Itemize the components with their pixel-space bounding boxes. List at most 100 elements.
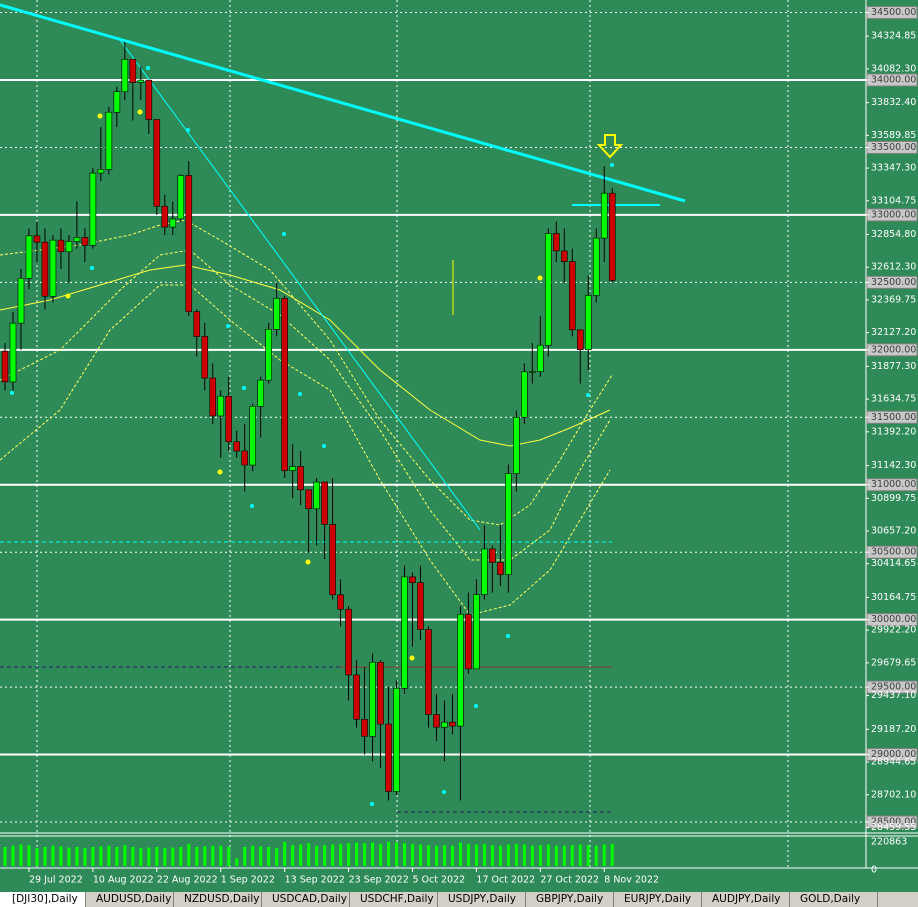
candle-body	[273, 298, 280, 330]
candle-body	[449, 721, 456, 727]
candle-body	[592, 237, 600, 296]
volume-bar	[3, 846, 7, 866]
y-tick-label: 32612.30	[871, 262, 916, 273]
volume-bar	[195, 846, 199, 866]
y-tick-label: 32500.00	[871, 277, 916, 288]
candle-body	[1, 350, 9, 383]
candle-body	[529, 371, 536, 373]
volume-bar	[514, 843, 518, 866]
candle-body	[337, 594, 344, 610]
chart-tab[interactable]: AUDJPY,Daily	[702, 892, 790, 907]
trend-line-thin	[119, 39, 481, 531]
volume-bar	[59, 846, 63, 866]
candle-body	[265, 329, 272, 381]
candle-body	[297, 466, 304, 491]
volume-bar	[395, 842, 399, 866]
y-tick-label: 30899.75	[871, 493, 916, 504]
chart-tab[interactable]: USDCHF,Daily	[350, 892, 438, 907]
volume-bar	[570, 845, 574, 866]
candle-body	[193, 311, 201, 337]
volume-bar	[11, 845, 15, 866]
volume-bar	[171, 847, 175, 866]
y-tick-label: 33500.00	[871, 142, 916, 153]
y-tick-label: 33832.40	[871, 97, 916, 108]
x-tick-label: 23 Sep 2022	[349, 875, 409, 886]
x-tick-label: 5 Oct 2022	[412, 875, 465, 886]
y-tick-label: 31142.30	[871, 460, 916, 471]
y-tick-label: 32127.20	[871, 327, 916, 338]
candle-body	[201, 336, 209, 379]
volume-bar	[163, 848, 167, 866]
volume-bar	[602, 844, 606, 866]
y-tick-label: 33347.30	[871, 163, 916, 174]
volume-bar	[387, 841, 391, 866]
volume-bar	[410, 843, 414, 866]
candle-body	[425, 629, 432, 715]
y-tick-label: 30414.65	[871, 558, 916, 569]
volume-bar	[219, 845, 223, 866]
candle-body	[121, 59, 129, 93]
candle-body	[137, 79, 145, 83]
x-tick-label: 29 Jul 2022	[29, 875, 83, 886]
volume-bar	[147, 847, 151, 866]
candle-body	[97, 169, 105, 174]
y-tick-label: 31500.00	[871, 412, 916, 423]
volume-bar	[562, 845, 566, 866]
candle-body	[377, 661, 384, 725]
candle-body	[25, 235, 33, 279]
chart-tab[interactable]: GBPJPY,Daily	[526, 892, 614, 907]
volume-bar	[67, 847, 71, 866]
chart-tab[interactable]: AUDUSD,Daily	[86, 892, 174, 907]
volume-bar	[275, 848, 279, 866]
volume-bar	[83, 848, 87, 866]
volume-bar	[331, 844, 335, 866]
volume-bar	[442, 845, 446, 866]
volume-bar	[426, 845, 430, 866]
candle-body	[441, 721, 448, 728]
volume-bar	[315, 845, 319, 866]
candle-body	[289, 466, 296, 471]
chart-tab[interactable]: EURJPY,Daily	[614, 892, 702, 907]
candle-body	[41, 241, 49, 297]
volume-bar	[522, 844, 526, 866]
chart-tab[interactable]: USDCAD,Daily	[262, 892, 350, 907]
y-tick-label: 31877.30	[871, 361, 916, 372]
y-tick-label: 28944.65	[871, 757, 916, 768]
y-tick-label: 32369.75	[871, 294, 916, 305]
candle-body	[33, 235, 41, 243]
candle-body	[417, 582, 424, 630]
volume-bar	[594, 845, 598, 866]
y-tick-label: 31000.00	[871, 479, 916, 490]
candle-body	[129, 59, 137, 83]
chart-tab[interactable]: USDJPY,Daily	[438, 892, 526, 907]
volume-bar	[107, 845, 111, 866]
volume-bar	[139, 848, 143, 866]
volume-bar	[450, 845, 454, 866]
y-tick-label: 30657.20	[871, 525, 916, 536]
indicators	[0, 3, 686, 813]
volume-bar	[371, 842, 375, 866]
candle-body	[513, 416, 520, 474]
volume-bar	[418, 844, 422, 866]
chart-tab[interactable]: [DJI30],Daily	[0, 892, 86, 907]
volume-bar	[498, 845, 502, 866]
y-tick-label: 33589.85	[871, 130, 916, 141]
chart-tab[interactable]: GOLD,Daily	[790, 892, 878, 907]
volume-bar	[379, 843, 383, 866]
volume-bar	[267, 846, 271, 866]
candle-body	[345, 608, 352, 676]
candle-body	[17, 278, 25, 324]
volume-bar	[554, 845, 558, 866]
y-tick-label: 28500.00	[871, 817, 916, 828]
tab-bar: [DJI30],Daily AUDUSD,Daily NZDUSD,Daily USD…	[0, 892, 918, 907]
x-tick-label: 8 Nov 2022	[604, 875, 659, 886]
y-tick-label: 29187.20	[871, 724, 916, 735]
volume-bar	[123, 845, 127, 866]
y-tick-label: 29000.00	[871, 749, 916, 760]
y-tick-label: 30164.75	[871, 592, 916, 603]
y-tick-label: 33104.75	[871, 195, 916, 206]
y-tick-label: 32000.00	[871, 344, 916, 355]
chart-tab[interactable]: NZDUSD,Daily	[174, 892, 262, 907]
